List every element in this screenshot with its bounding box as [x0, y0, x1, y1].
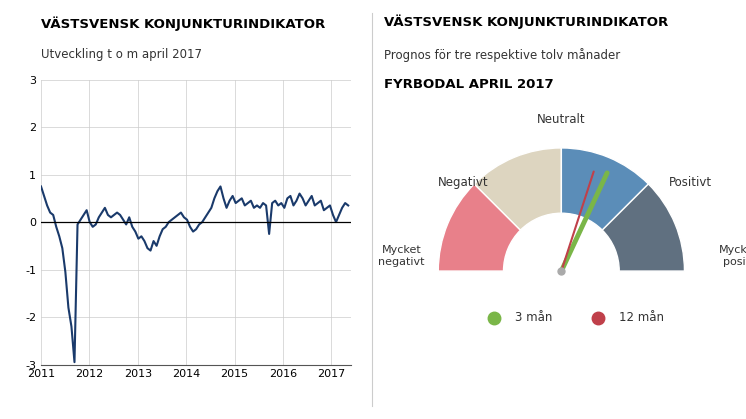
Text: Neutralt: Neutralt: [537, 113, 586, 126]
Text: VÄSTSVENSK KONJUNKTURINDIKATOR: VÄSTSVENSK KONJUNKTURINDIKATOR: [384, 15, 668, 29]
Text: Prognos för tre respektive tolv månader: Prognos för tre respektive tolv månader: [384, 48, 621, 62]
Wedge shape: [562, 148, 648, 230]
Text: Positivt: Positivt: [669, 176, 712, 189]
Wedge shape: [439, 184, 521, 271]
Wedge shape: [602, 184, 685, 271]
Text: Mycket
negativt: Mycket negativt: [378, 246, 424, 267]
Text: Utveckling t o m april 2017: Utveckling t o m april 2017: [41, 48, 202, 61]
Text: Negativt: Negativt: [438, 176, 488, 189]
Text: FYRBODAL APRIL 2017: FYRBODAL APRIL 2017: [384, 78, 554, 91]
Text: VÄSTSVENSK KONJUNKTURINDIKATOR: VÄSTSVENSK KONJUNKTURINDIKATOR: [41, 17, 325, 31]
Text: Mycke
posit: Mycke posit: [718, 246, 746, 267]
Text: 3 mån: 3 mån: [515, 311, 552, 324]
Wedge shape: [474, 148, 562, 230]
Text: 12 mån: 12 mån: [619, 311, 664, 324]
